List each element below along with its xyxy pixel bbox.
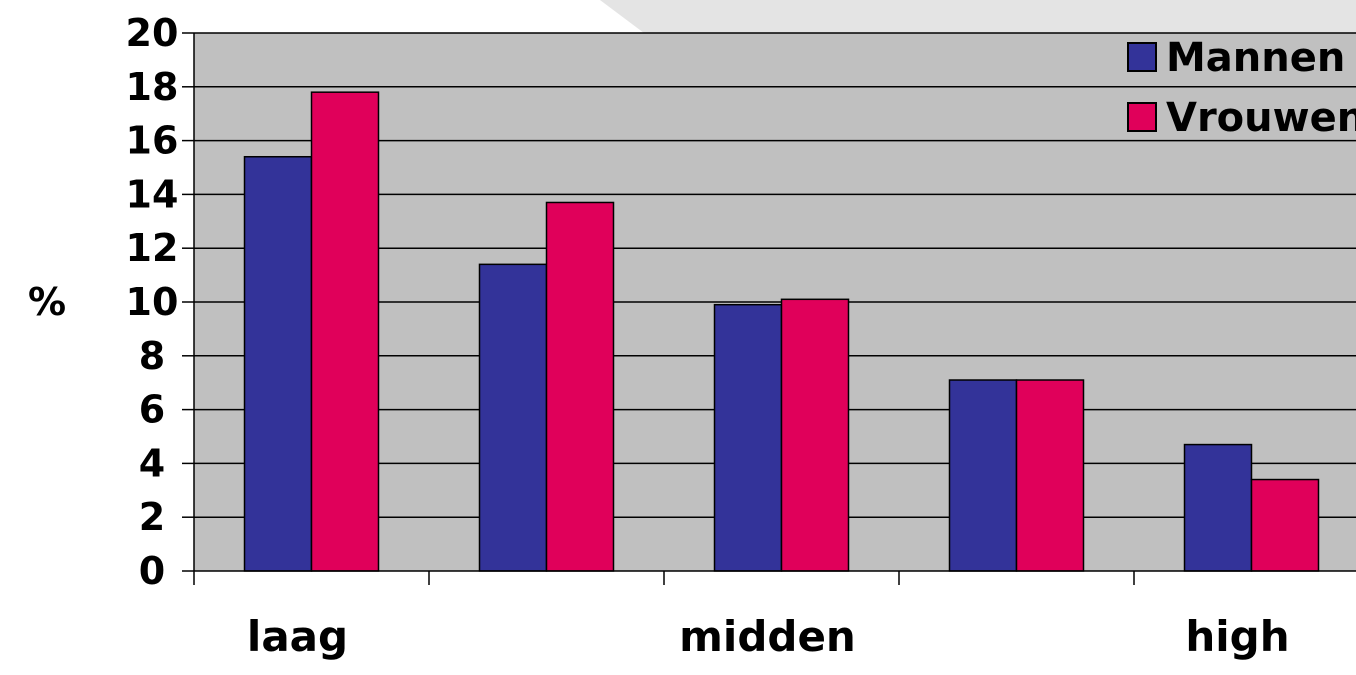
y-tick-label: 20 — [126, 11, 179, 55]
bars — [243, 91, 1320, 572]
x-tick-label-high: high — [1185, 612, 1289, 661]
bar-mannen-1 — [243, 155, 313, 572]
legend-swatch-vrouwen — [1127, 102, 1157, 132]
bar-vrouwen-4 — [1015, 379, 1085, 572]
y-axis-tick-labels: 0 2 4 6 8 10 12 14 16 18 20 — [126, 11, 194, 593]
bar-vrouwen-2 — [545, 201, 615, 572]
y-tick-label: 12 — [126, 226, 179, 270]
x-tick-label-midden: midden — [679, 612, 856, 661]
y-tick-label: 4 — [139, 441, 165, 485]
y-tick-label: 16 — [126, 119, 179, 163]
y-tick-label: 14 — [126, 172, 179, 216]
bar-mannen-4 — [948, 379, 1018, 572]
y-tick-label: 18 — [126, 65, 179, 109]
bar-mannen-2 — [478, 263, 548, 572]
legend-swatch-mannen — [1127, 42, 1157, 72]
y-tick-label: 0 — [139, 549, 165, 593]
y-tick-label: 2 — [139, 495, 165, 539]
y-tick-label: 6 — [139, 388, 165, 432]
y-axis-label: % — [28, 280, 66, 324]
bar-vrouwen-3 — [780, 298, 850, 572]
bar-vrouwen-1 — [310, 91, 380, 572]
bar-mannen-3 — [713, 303, 783, 572]
legend-label-mannen: Mannen — [1166, 35, 1345, 81]
y-tick-label: 8 — [139, 334, 165, 378]
legend-label-vrouwen: Vrouwen — [1166, 95, 1356, 141]
x-tick-label-laag: laag — [247, 612, 348, 661]
bar-mannen-5 — [1183, 443, 1253, 572]
y-tick-label: 10 — [126, 280, 179, 324]
bar-vrouwen-5 — [1250, 478, 1320, 572]
x-axis — [193, 33, 1356, 585]
legend: Mannen Vrouwen — [1127, 35, 1356, 141]
x-axis-tick-labels: laag midden high — [247, 612, 1290, 661]
